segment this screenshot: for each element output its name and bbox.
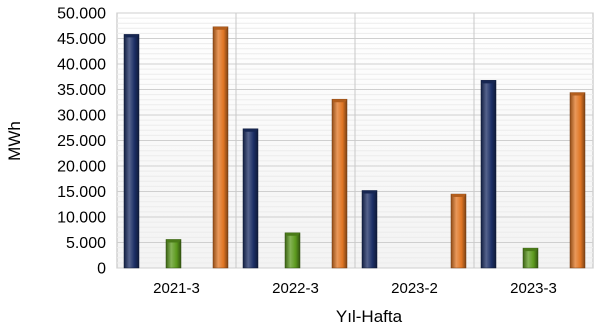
bar-cap xyxy=(285,232,300,236)
bar-cap xyxy=(451,194,466,198)
y-axis-title: MWh xyxy=(5,121,24,161)
bar-2021-3-series-1 xyxy=(123,34,140,269)
y-tick-label: 40.000 xyxy=(57,57,106,74)
y-tick-label: 15.000 xyxy=(57,184,106,201)
bar-cap xyxy=(570,92,585,96)
bar-2023-3-series-1 xyxy=(480,80,497,269)
bar-cap xyxy=(332,99,347,103)
bar-2021-3-series-3 xyxy=(212,26,229,269)
y-tick-label: 10.000 xyxy=(57,210,106,227)
y-tick-label: 0 xyxy=(97,261,106,278)
x-axis-title: Yıl-Hafta xyxy=(336,307,403,326)
y-tick-label: 45.000 xyxy=(57,31,106,48)
y-tick-label: 35.000 xyxy=(57,82,106,99)
y-tick-label: 50.000 xyxy=(57,6,106,23)
bar-2022-3-series-3 xyxy=(331,98,348,269)
bar-cap xyxy=(481,80,496,84)
y-tick-label: 20.000 xyxy=(57,159,106,176)
bar-cap xyxy=(213,26,228,30)
bar-cap xyxy=(523,248,538,252)
bar-2022-3-series-2 xyxy=(284,232,301,269)
y-axis-ticks: 0 5.000 10.000 15.000 20.000 25.000 30.000 35.0… xyxy=(57,6,106,278)
bar-2023-2-series-3 xyxy=(450,193,467,269)
bar-2023-2-series-1 xyxy=(361,190,378,269)
bar-cap xyxy=(243,128,258,132)
bar-cap xyxy=(124,34,139,38)
bar-cap xyxy=(166,239,181,243)
bar-2022-3-series-1 xyxy=(242,128,259,269)
y-tick-label: 30.000 xyxy=(57,108,106,125)
x-tick-label: 2021-3 xyxy=(153,280,200,297)
x-axis-ticks: 2021-3 2022-3 2023-2 2023-3 xyxy=(153,280,557,297)
bar-cap xyxy=(362,190,377,194)
y-tick-label: 5.000 xyxy=(66,235,106,252)
x-tick-label: 2023-3 xyxy=(510,280,557,297)
x-tick-label: 2023-2 xyxy=(391,280,438,297)
x-tick-label: 2022-3 xyxy=(272,280,319,297)
bar-2023-3-series-3 xyxy=(569,92,586,269)
y-tick-label: 25.000 xyxy=(57,133,106,150)
gridlines xyxy=(117,12,593,269)
bars xyxy=(123,26,586,269)
bar-2021-3-series-2 xyxy=(165,239,182,269)
